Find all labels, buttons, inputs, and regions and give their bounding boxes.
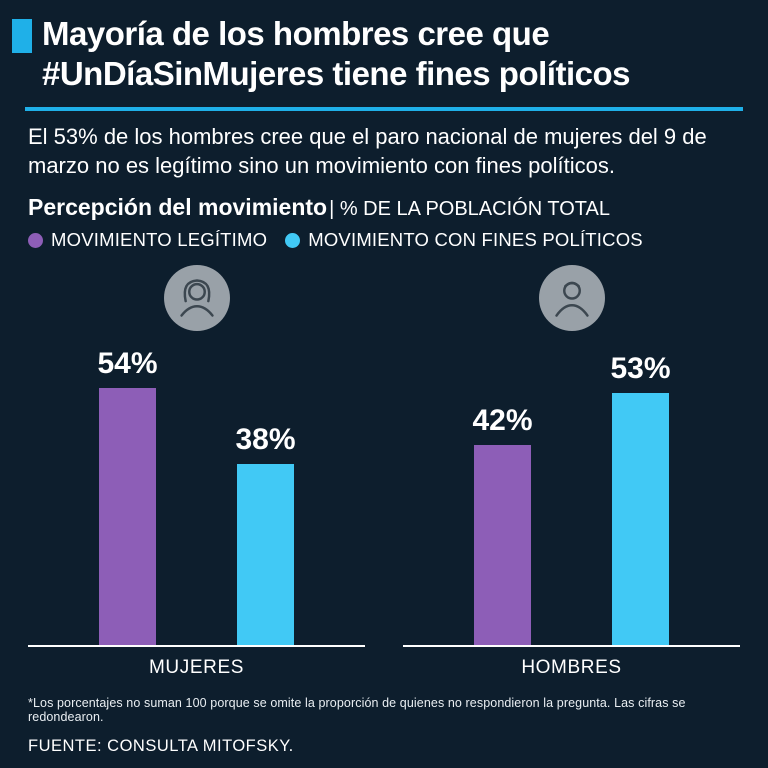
source-text: FUENTE: CONSULTA MITOFSKY. — [28, 737, 294, 756]
bar-group-mujeres: 54% 38% — [97, 333, 296, 646]
legend-dot-cyan-icon — [285, 232, 301, 248]
bar-politicos-hombres — [612, 393, 670, 646]
chart-title-row: Percepción del movimiento | % DE LA POBL… — [28, 194, 740, 221]
bar-wrap: 54% — [97, 347, 158, 646]
subtitle-text: El 53% de los hombres cree que el paro n… — [28, 123, 707, 179]
chart-title: Percepción del movimiento — [28, 194, 328, 221]
legend-label-legitimo: MOVIMIENTO LEGÍTIMO — [51, 229, 268, 251]
axis-line-hombres — [403, 645, 740, 648]
bar-wrap: 38% — [235, 423, 296, 646]
legend-label-politicos: MOVIMIENTO CON FINES POLÍTICOS — [308, 229, 643, 251]
header: Mayoría de los hombres cree que #UnDíaSi… — [12, 14, 740, 95]
bar-wrap: 53% — [610, 352, 671, 646]
divider-line — [25, 106, 743, 111]
chart-group-mujeres: 54% 38% MUJERES — [28, 265, 365, 679]
man-avatar-icon — [538, 265, 605, 332]
bar-group-hombres: 42% 53% — [472, 333, 671, 646]
bar-value-label: 54% — [97, 347, 158, 381]
chart-subtitle: | % DE LA POBLACIÓN TOTAL — [329, 198, 610, 221]
bar-legitimo-mujeres — [98, 388, 156, 646]
bar-value-label: 53% — [610, 352, 671, 386]
bar-value-label: 42% — [472, 404, 533, 438]
chart-group-hombres: 42% 53% HOMBRES — [403, 265, 740, 679]
page-title: Mayoría de los hombres cree que #UnDíaSi… — [42, 15, 630, 93]
bar-chart: 54% 38% MUJERES — [28, 265, 740, 679]
legend-dot-purple-icon — [28, 232, 43, 248]
legend: MOVIMIENTO LEGÍTIMO MOVIMIENTO CON FINES… — [28, 229, 740, 251]
woman-avatar-icon — [163, 265, 230, 332]
footnote-text: *Los porcentajes no suman 100 porque se … — [28, 696, 686, 725]
bar-politicos-mujeres — [237, 464, 295, 646]
bar-value-label: 38% — [235, 423, 296, 457]
accent-square — [12, 19, 32, 53]
bar-wrap: 42% — [472, 404, 533, 646]
axis-line-mujeres — [28, 645, 365, 648]
legend-item-legitimo: MOVIMIENTO LEGÍTIMO — [28, 229, 267, 251]
legend-item-politicos: MOVIMIENTO CON FINES POLÍTICOS — [285, 229, 643, 251]
bar-legitimo-hombres — [473, 445, 531, 646]
category-label-hombres: HOMBRES — [521, 657, 622, 679]
category-label-mujeres: MUJERES — [149, 657, 244, 679]
